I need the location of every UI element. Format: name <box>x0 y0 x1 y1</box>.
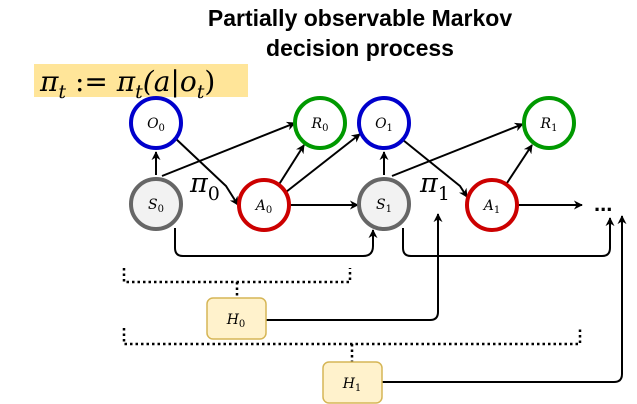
edge-h0-pi1 <box>266 214 438 320</box>
node-r0: R0 <box>295 98 345 148</box>
node-s0: S0 <box>131 179 181 229</box>
brace-h0 <box>124 268 350 297</box>
node-s1: S1 <box>359 179 409 229</box>
formula-pi-2: π <box>116 65 136 98</box>
history-braces <box>124 268 580 362</box>
policy-formula: πt := πt(a|ot) <box>39 65 215 103</box>
node-h0: H0 <box>207 298 266 339</box>
formula-close: ) <box>204 65 215 98</box>
edge-a1-r1 <box>505 145 532 186</box>
edge-s0-s1 <box>175 228 373 256</box>
node-h1: H1 <box>323 362 382 403</box>
node-r1: R1 <box>524 98 574 148</box>
brace-h1 <box>124 328 580 362</box>
node-a0: A0 <box>239 180 289 230</box>
node-a1: A1 <box>467 180 517 230</box>
node-o1: O1 <box>359 98 409 148</box>
formula-args: (a|o <box>143 65 197 98</box>
edge-s0-r0 <box>162 123 295 176</box>
ellipsis: ... <box>594 191 612 216</box>
edge-h1-next <box>382 216 622 382</box>
formula-assign: := <box>66 65 117 98</box>
policy-label-pi0: π0 <box>189 168 220 205</box>
formula-pi: π <box>39 65 59 98</box>
edge-s1-r1 <box>392 124 523 176</box>
node-o0: O0 <box>131 98 181 148</box>
